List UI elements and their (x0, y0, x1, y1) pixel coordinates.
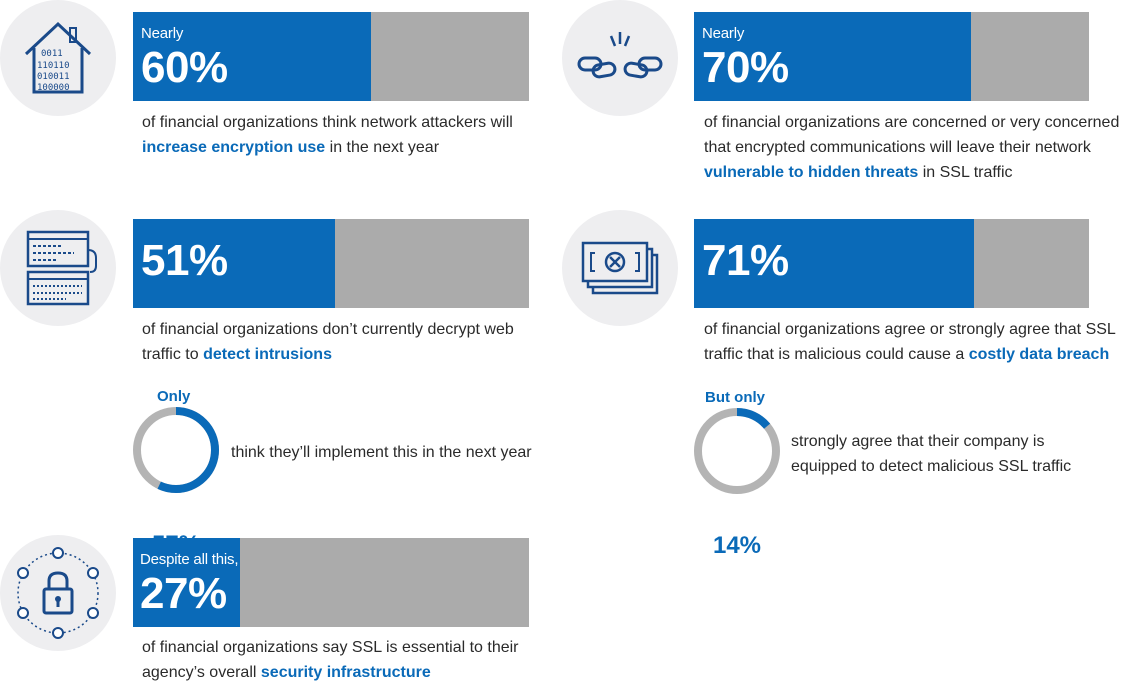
ring-label: Only (157, 388, 191, 405)
stat-highlight: costly data breach (968, 346, 1110, 363)
network-lock-icon (17, 547, 99, 639)
stat-description: of financial organizations are concerned… (704, 114, 1120, 181)
svg-text:110110: 110110 (37, 61, 70, 71)
stat-bar-fill (133, 12, 371, 101)
svg-text:010011: 010011 (37, 72, 70, 82)
stat-lead: Nearly (702, 25, 745, 42)
stat-percent: 27% (140, 569, 227, 618)
stat-highlight: detect intrusions (203, 346, 332, 363)
progress-ring-fill (133, 407, 219, 493)
stat-bar-fill (133, 538, 240, 627)
stat-description: of financial organizations say SSL is es… (142, 639, 519, 681)
money-bills-icon (581, 241, 659, 295)
stat-percent: 71% (702, 236, 789, 285)
progress-ring: 57% (131, 405, 221, 558)
stat-icon-circle (562, 210, 678, 326)
stat-highlight: increase encryption use (142, 139, 326, 156)
progress-ring-fill (694, 408, 780, 494)
broken-chain-icon (577, 32, 663, 79)
stat-bar: 51% (133, 219, 529, 308)
stat-lead: Despite all this, (140, 551, 239, 568)
stat-bar: Despite all this, 27% (133, 538, 529, 627)
stat-bar-fill (694, 12, 971, 101)
ring-label: But only (705, 389, 765, 406)
stat-percent: 60% (141, 43, 228, 92)
stat-description: of financial organizations think network… (142, 114, 513, 156)
stat-percent: 70% (702, 43, 789, 92)
ring-percent: 14% (712, 532, 762, 559)
svg-text:0011: 0011 (41, 49, 63, 59)
binary-house-icon: 0011 110110 010011 100000 (24, 21, 92, 94)
stat-lead: Nearly (141, 25, 184, 42)
svg-text:100000: 100000 (37, 83, 70, 93)
stat-description: of financial organizations agree or stro… (704, 321, 1116, 363)
stat-icon-circle (0, 210, 116, 326)
stat-icon-circle (562, 0, 678, 116)
stat-highlight: security infrastructure (260, 664, 431, 681)
ring-description: think they’ll implement this in the next… (231, 444, 532, 461)
stat-bar: Nearly 60% (133, 12, 529, 101)
stat-bar-fill (694, 219, 975, 308)
ring-description: strongly agree that their company is equ… (791, 433, 1072, 475)
stat-description: of financial organizations don’t current… (142, 321, 514, 363)
stat-icon-circle (0, 535, 116, 651)
stat-bar: Nearly 70% (694, 12, 1089, 101)
progress-ring: 14% (692, 406, 782, 559)
stat-bar-fill (133, 219, 335, 308)
stat-icon-circle: 0011 110110 010011 100000 (0, 0, 116, 116)
stat-bar: 71% (694, 219, 1089, 308)
stat-highlight: vulnerable to hidden threats (704, 164, 919, 181)
stat-percent: 51% (141, 236, 228, 285)
code-window-icon (26, 230, 97, 306)
